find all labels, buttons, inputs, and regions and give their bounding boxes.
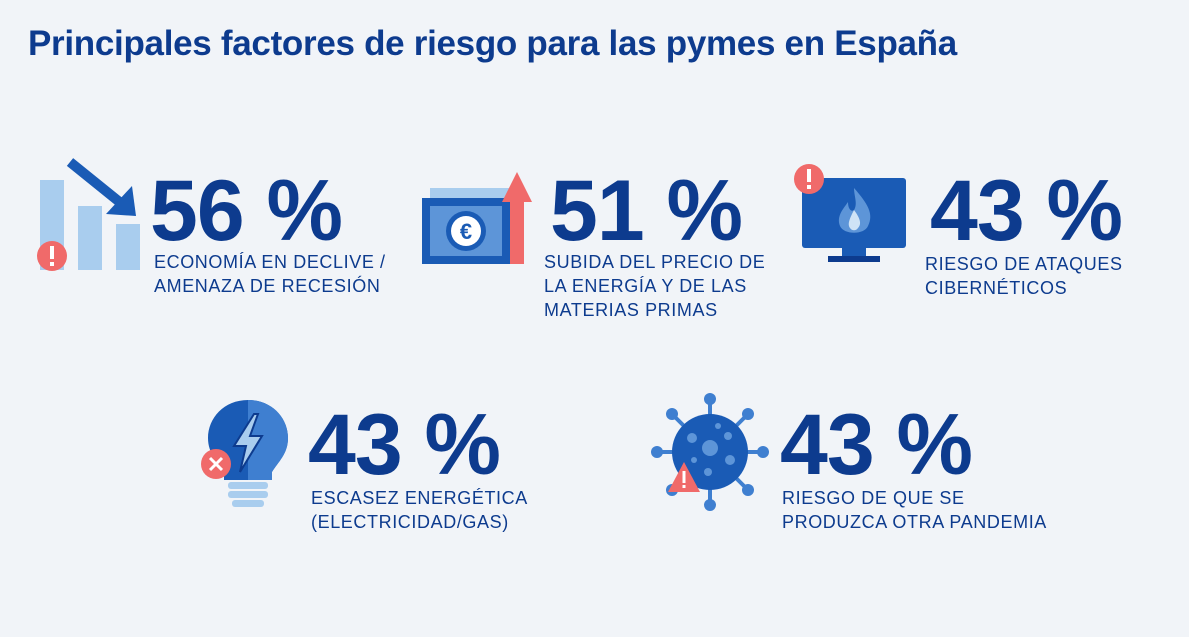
- svg-text:€: €: [460, 219, 472, 244]
- page-title: Principales factores de riesgo para las …: [28, 24, 957, 63]
- virus-warning-icon: [651, 393, 769, 511]
- percent-value: 43 %: [308, 397, 501, 493]
- description-line: (ELECTRICIDAD/GAS): [311, 512, 509, 532]
- description-line: CIBERNÉTICOS: [925, 278, 1068, 298]
- description-line: RIESGO DE ATAQUES: [925, 254, 1123, 274]
- description-line: ESCASEZ ENERGÉTICA: [311, 488, 528, 508]
- declining-bar-chart-icon: [37, 158, 140, 271]
- percent-value: 43 %: [780, 397, 973, 493]
- description-line: PRODUZCA OTRA PANDEMIA: [782, 512, 1047, 532]
- factor-description: RIESGO DE ATAQUES CIBERNÉTICOS: [925, 252, 1123, 300]
- lightbulb-lightning-icon: [201, 400, 288, 507]
- description-line: RIESGO DE QUE SE: [782, 488, 965, 508]
- euro-banknote-rising-arrow-icon: €: [422, 172, 532, 264]
- description-line: LA ENERGÍA Y DE LAS: [544, 276, 747, 296]
- factor-description: ECONOMÍA EN DECLIVE / AMENAZA DE RECESIÓ…: [154, 250, 386, 298]
- description-line: SUBIDA DEL PRECIO DE: [544, 252, 766, 272]
- percent-value: 43 %: [930, 163, 1123, 259]
- description-line: MATERIAS PRIMAS: [544, 300, 718, 320]
- factor-description: ESCASEZ ENERGÉTICA (ELECTRICIDAD/GAS): [311, 486, 528, 534]
- description-line: ECONOMÍA EN DECLIVE /: [154, 252, 386, 272]
- percent-value: 51 %: [550, 163, 743, 259]
- percent-value: 56 %: [150, 163, 343, 259]
- description-line: AMENAZA DE RECESIÓN: [154, 276, 381, 296]
- factor-description: RIESGO DE QUE SE PRODUZCA OTRA PANDEMIA: [782, 486, 1047, 534]
- monitor-flame-alert-icon: [794, 164, 906, 262]
- factor-description: SUBIDA DEL PRECIO DE LA ENERGÍA Y DE LAS…: [544, 250, 765, 322]
